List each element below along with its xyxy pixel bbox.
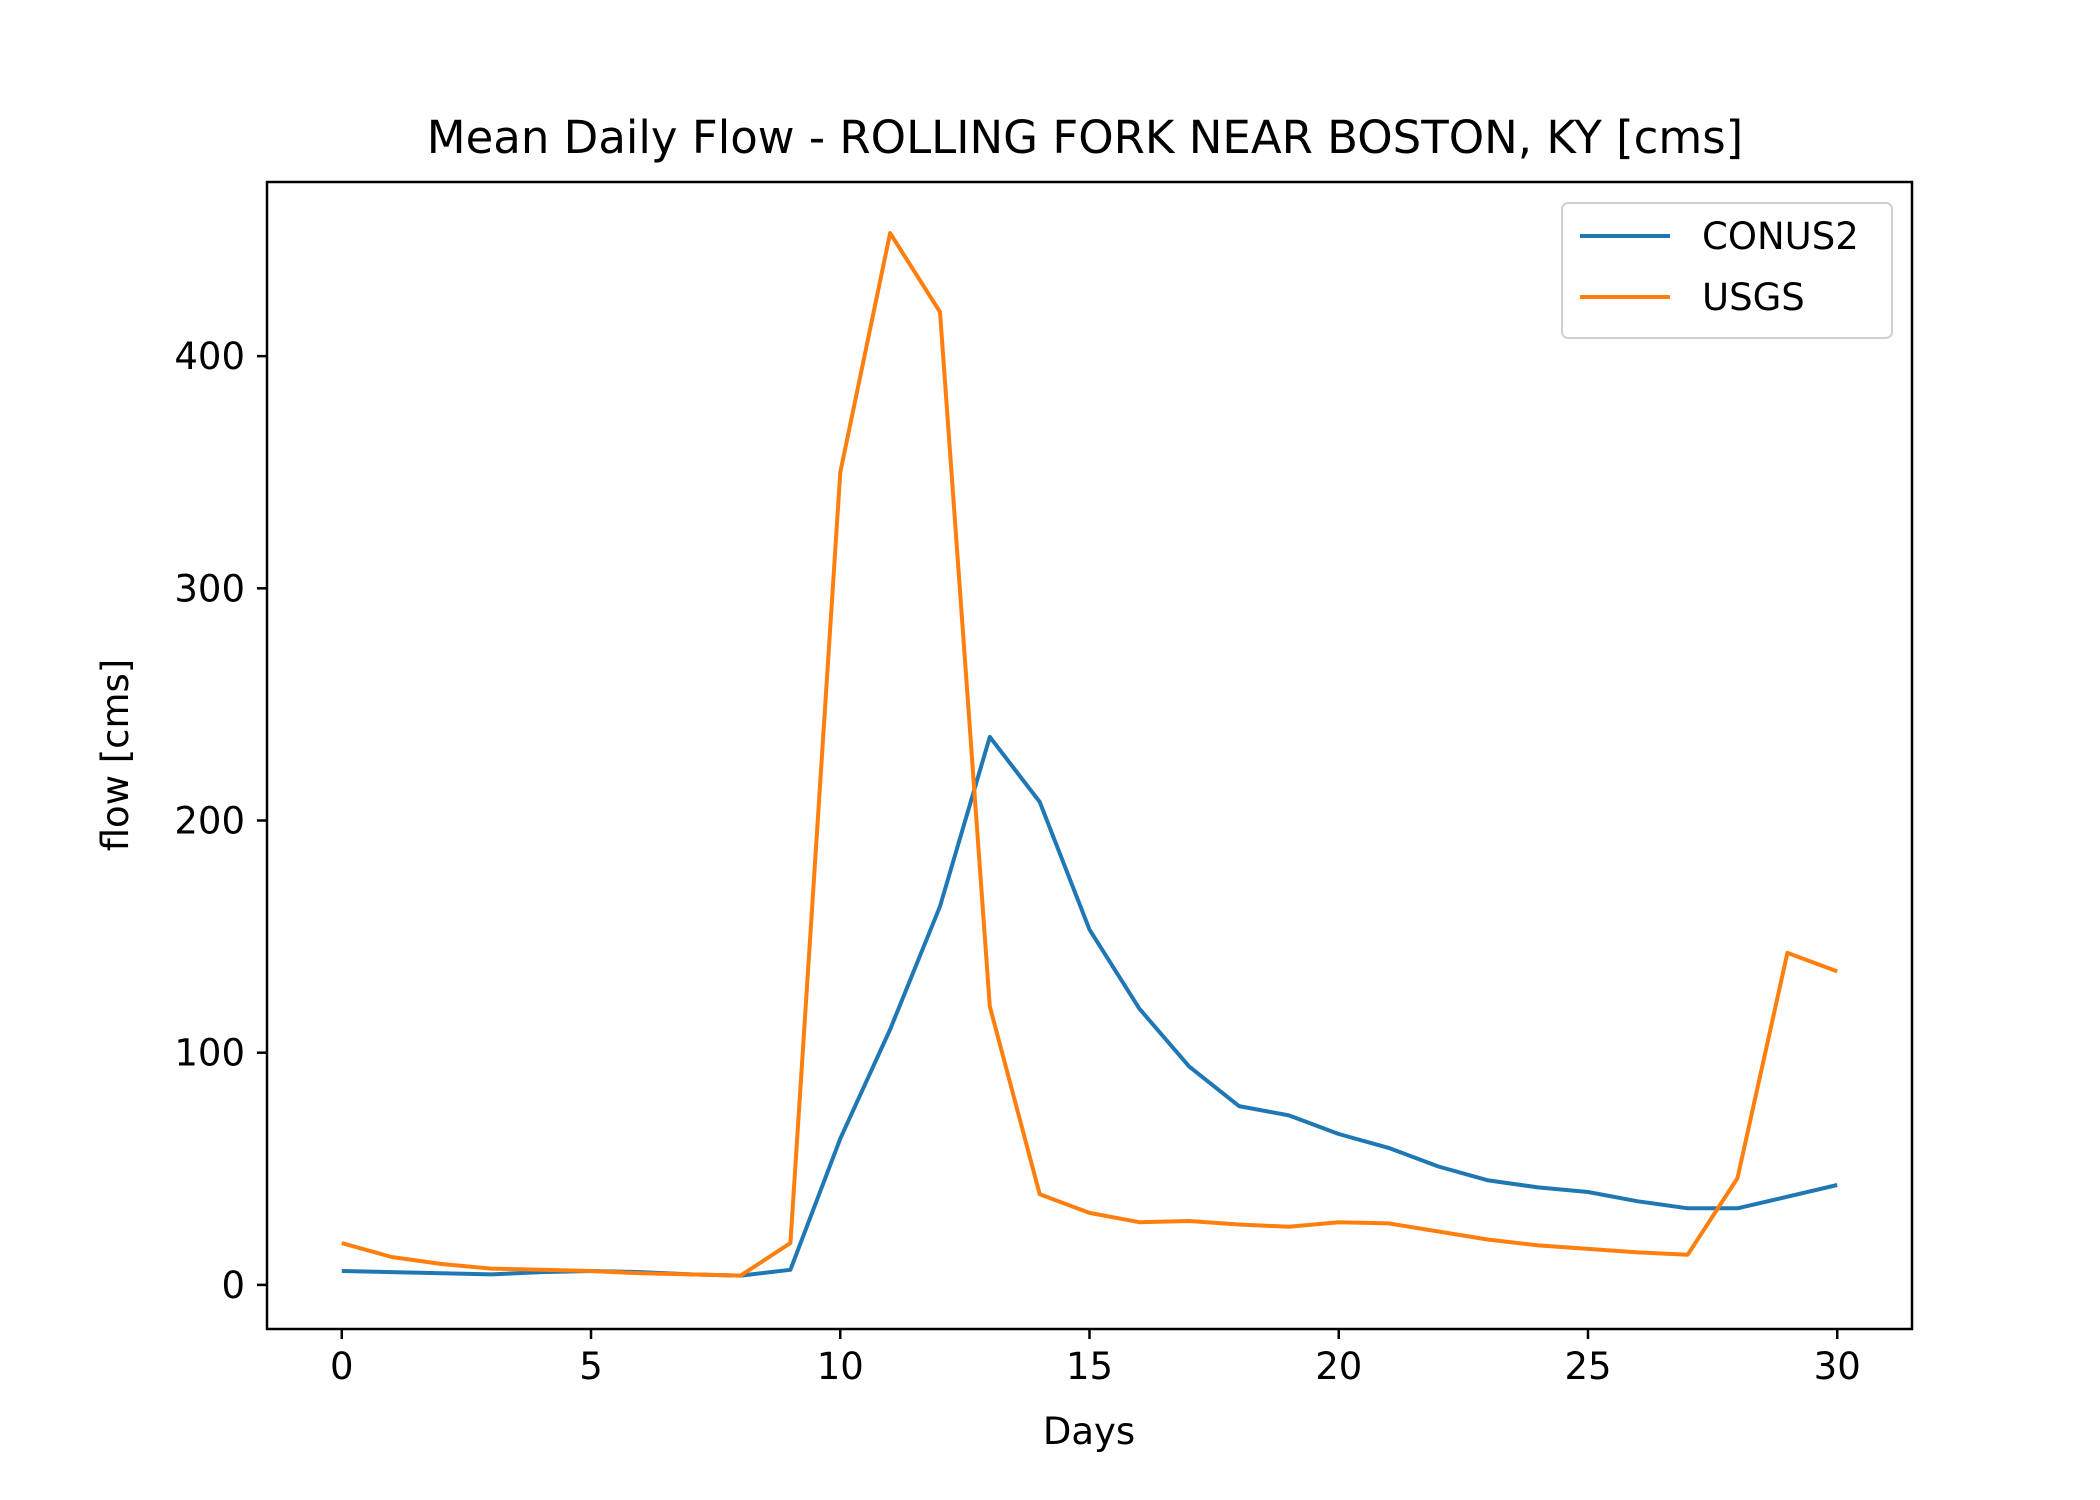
x-tick-label: 15 xyxy=(1066,1345,1113,1388)
y-tick-label: 200 xyxy=(174,800,245,843)
legend-label-usgs: USGS xyxy=(1702,276,1805,319)
x-tick-label: 25 xyxy=(1564,1345,1611,1388)
y-axis-label: flow [cms] xyxy=(94,659,137,852)
plot-frame xyxy=(265,180,1914,1331)
x-tick-label: 0 xyxy=(330,1345,354,1388)
series-line-usgs xyxy=(341,231,1838,1278)
chart-title: Mean Daily Flow - ROLLING FORK NEAR BOST… xyxy=(427,111,1744,164)
y-tick-label: 400 xyxy=(174,335,245,378)
x-axis-label: Days xyxy=(1043,1410,1135,1453)
legend-label-conus2: CONUS2 xyxy=(1702,215,1859,258)
legend: CONUS2 USGS xyxy=(1561,202,1893,339)
y-tick-label: 300 xyxy=(174,567,245,610)
x-tick-label: 20 xyxy=(1315,1345,1362,1388)
series-lines xyxy=(341,231,1838,1278)
x-tick-label: 5 xyxy=(579,1345,603,1388)
x-tick-label: 30 xyxy=(1814,1345,1861,1388)
y-tick-label: 0 xyxy=(221,1264,245,1307)
x-tick-label: 10 xyxy=(817,1345,864,1388)
y-tick-label: 100 xyxy=(174,1032,245,1075)
